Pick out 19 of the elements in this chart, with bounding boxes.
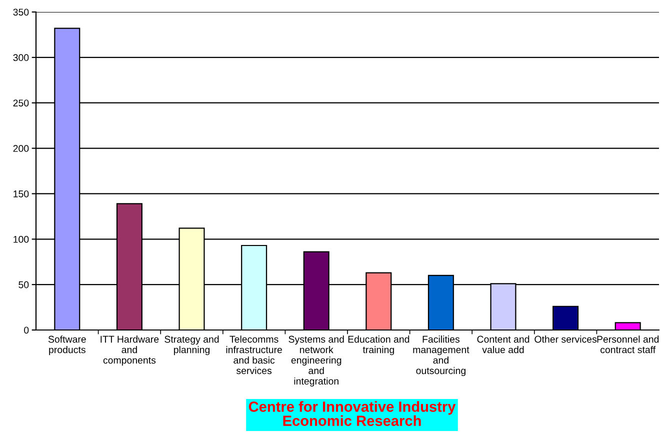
y-tick-label: 0 (24, 326, 29, 334)
text: Centre for Innovative Industry Economic Research (248, 401, 456, 426)
x-tick-label: Content and value add (477, 336, 530, 354)
y-tick-label: 100 (14, 236, 29, 243)
x-tick-label: Software products (48, 336, 86, 356)
y-tick-label: 350 (13, 8, 29, 16)
y-tick-label: 50 (18, 281, 29, 288)
y-tick-label: 150 (14, 190, 29, 198)
y-tick-label: 300 (13, 54, 29, 62)
x-tick-label: Education and training (348, 336, 410, 356)
y-tick-label: 200 (13, 145, 29, 152)
x-tick-label: Other services (534, 336, 597, 343)
x-tick-label: Personnel and contract staff (597, 336, 659, 354)
x-tick-label: ITT Hardware and components (100, 336, 159, 366)
y-tick-label: 250 (13, 100, 29, 106)
x-tick-label: Facilities management and outsourcing (413, 336, 470, 376)
x-tick-label: Strategy and planning (164, 336, 219, 356)
x-tick-label: Systems and network engineering and integration (288, 336, 344, 387)
x-tick-label: Telecomms infrastructure and basic services (226, 336, 282, 374)
